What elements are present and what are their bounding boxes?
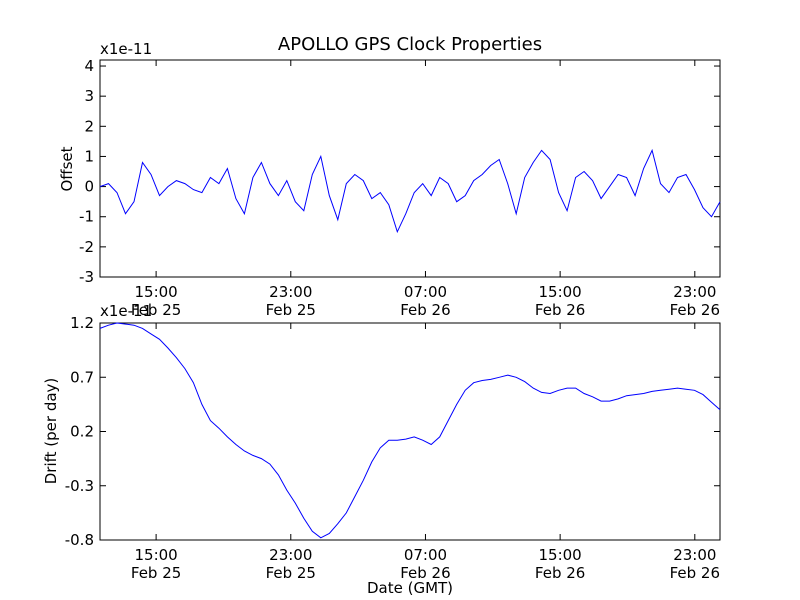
- y-tick-label: 0.7: [70, 368, 94, 386]
- x-tick-time: 23:00: [673, 546, 716, 564]
- offset-axes-frame: [99, 59, 721, 278]
- x-tick-date: Feb 26: [535, 564, 585, 582]
- x-tick-time: 23:00: [269, 283, 312, 301]
- x-tick-date: Feb 25: [131, 564, 181, 582]
- offset-series-line: [99, 148, 721, 234]
- y-tick-label: -0.3: [65, 477, 94, 495]
- x-tick-time: 15:00: [134, 283, 177, 301]
- x-tick-time: 15:00: [539, 283, 582, 301]
- drift-y-ticks: -0.8 -0.3 0.2 0.7 1.2: [65, 314, 720, 549]
- x-tick-time: 07:00: [404, 283, 447, 301]
- x-tick-time: 23:00: [269, 546, 312, 564]
- y-tick-label: 2: [84, 117, 94, 135]
- x-tick-time: 15:00: [539, 546, 582, 564]
- x-tick-time: 07:00: [404, 546, 447, 564]
- y-tick-label: 0: [84, 178, 94, 196]
- x-tick-date: Feb 26: [670, 564, 720, 582]
- y-tick-label: 0.2: [70, 423, 94, 441]
- drift-series-line: [99, 322, 721, 539]
- x-tick-date: Feb 26: [535, 301, 585, 319]
- y-tick-label: 1: [84, 147, 94, 165]
- drift-axes-frame: [99, 322, 721, 541]
- drift-x-label: Date (GMT): [367, 579, 453, 597]
- y-tick-label: -0.8: [65, 531, 94, 549]
- x-tick-time: 15:00: [134, 546, 177, 564]
- y-tick-label: 4: [84, 57, 94, 75]
- drift-y-label: Drift (per day): [42, 378, 60, 485]
- x-tick-date: Feb 26: [400, 564, 450, 582]
- y-tick-label: -2: [79, 238, 94, 256]
- x-tick-date: Feb 25: [266, 564, 316, 582]
- y-tick-label: -3: [79, 268, 94, 286]
- figure-title: APOLLO GPS Clock Properties: [278, 34, 542, 55]
- y-tick-label: -1: [79, 208, 94, 226]
- y-tick-label: 3: [84, 87, 94, 105]
- x-tick-date: Feb 25: [266, 301, 316, 319]
- offset-scale-label: x1e-11: [100, 40, 152, 58]
- drift-chart: x1e-11 Drift (per day) Date (GMT) -0.8-0…: [42, 302, 721, 597]
- x-tick-time: 23:00: [673, 283, 716, 301]
- drift-scale-label: x1e-11: [100, 302, 152, 320]
- x-tick-date: Feb 25: [131, 301, 181, 319]
- offset-y-ticks: -3 -2 -1 0 1 2 3 4: [79, 57, 720, 286]
- x-tick-date: Feb 26: [400, 301, 450, 319]
- offset-y-label: Offset: [58, 146, 76, 191]
- y-tick-label: 1.2: [70, 314, 94, 332]
- x-tick-date: Feb 26: [670, 301, 720, 319]
